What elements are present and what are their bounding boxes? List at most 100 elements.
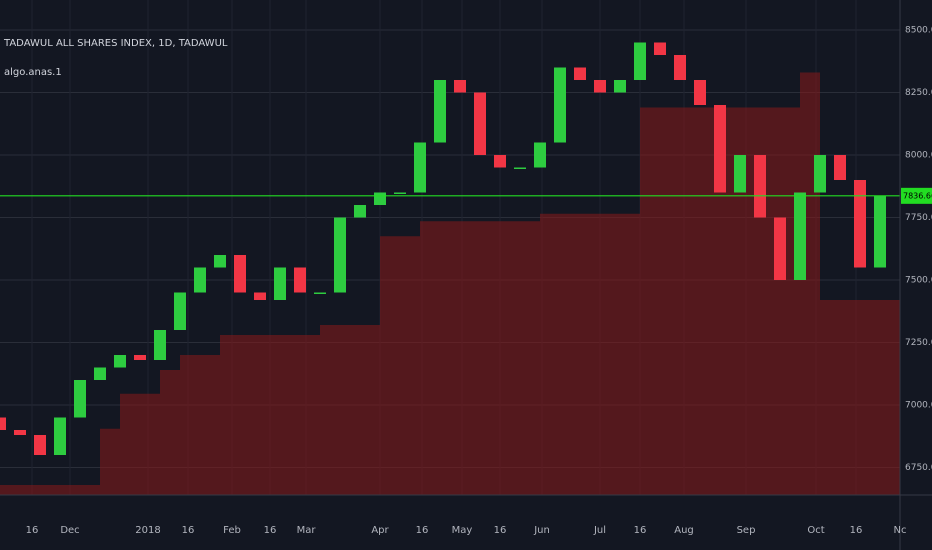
candle-body — [874, 195, 886, 268]
candle-body — [14, 430, 26, 435]
y-tick-label: 7750.000 — [905, 213, 932, 223]
support-area — [520, 221, 540, 495]
support-area — [80, 485, 100, 495]
support-area — [480, 221, 500, 495]
support-area — [500, 221, 520, 495]
candle-body — [574, 67, 586, 80]
candle-body — [34, 435, 46, 455]
candle-body — [394, 192, 406, 194]
x-tick-label: 16 — [634, 525, 647, 536]
support-area — [780, 107, 800, 495]
candle-body — [754, 155, 766, 218]
candle-body — [234, 255, 246, 293]
candle-body — [614, 80, 626, 93]
y-tick-label: 7250.000 — [905, 338, 932, 348]
candle-body — [554, 67, 566, 143]
candle-body — [154, 330, 166, 360]
x-tick-label: 16 — [182, 525, 195, 536]
x-tick-label: Jun — [533, 525, 550, 536]
support-area — [460, 221, 480, 495]
support-area — [560, 213, 580, 495]
x-tick-label: Dec — [60, 525, 79, 536]
support-area — [380, 236, 400, 495]
x-tick-label: 16 — [850, 525, 863, 536]
candle-body — [194, 267, 206, 293]
x-tick-label: May — [452, 525, 473, 536]
support-area — [240, 335, 260, 495]
candle-body — [474, 92, 486, 155]
candle-body — [454, 80, 466, 93]
x-tick-label: Oct — [807, 525, 824, 536]
support-area — [600, 213, 620, 495]
support-area — [540, 213, 560, 495]
support-area — [300, 335, 320, 495]
candle-body — [134, 355, 146, 360]
candle-body — [374, 192, 386, 205]
support-area — [800, 72, 820, 495]
support-area — [340, 325, 360, 495]
support-area — [840, 300, 860, 495]
candle-body — [354, 205, 366, 218]
candle-body — [854, 180, 866, 268]
candle-body — [94, 367, 106, 380]
candle-body — [594, 80, 606, 93]
support-area — [880, 300, 900, 495]
chart-title: TADAWUL ALL SHARES INDEX, 1D, TADAWUL — [3, 38, 228, 49]
y-tick-label: 8250.000 — [905, 88, 932, 98]
candle-body — [294, 267, 306, 293]
candle-body — [694, 80, 706, 105]
support-area — [260, 335, 280, 495]
candle-body — [534, 142, 546, 168]
support-area — [140, 393, 160, 495]
support-area — [320, 325, 340, 495]
support-area — [100, 428, 120, 495]
candle-body — [334, 217, 346, 293]
support-area — [120, 393, 140, 495]
support-area — [400, 236, 420, 495]
indicator-name: algo.anas.1 — [4, 67, 62, 78]
x-tick-label: 2018 — [135, 525, 160, 536]
candle-body — [774, 217, 786, 280]
support-area — [360, 325, 380, 495]
support-area — [20, 485, 40, 495]
support-area — [60, 485, 80, 495]
candle-body — [54, 417, 66, 455]
support-area — [820, 300, 840, 495]
x-tick-label: Jul — [593, 525, 606, 536]
candle-body — [494, 155, 506, 168]
candle-body — [734, 155, 746, 193]
x-tick-label: Feb — [223, 525, 241, 536]
support-layer — [0, 72, 900, 495]
y-tick-label: 8500.000 — [905, 26, 932, 36]
candle-body — [514, 167, 526, 169]
support-area — [180, 355, 200, 495]
x-tick-label: 16 — [264, 525, 277, 536]
candle-body — [74, 380, 86, 418]
candle-body — [174, 292, 186, 330]
candle-body — [314, 292, 326, 294]
candle-body — [254, 292, 266, 300]
support-area — [720, 107, 740, 495]
y-tick-label: 8000.000 — [905, 151, 932, 161]
support-area — [860, 300, 880, 495]
candle-body — [214, 255, 226, 268]
candle-layer — [0, 42, 900, 455]
candle-body — [654, 42, 666, 55]
support-area — [220, 335, 240, 495]
y-tick-label: 7000.000 — [905, 401, 932, 411]
support-area — [680, 107, 700, 495]
support-area — [640, 107, 660, 495]
support-area — [620, 213, 640, 495]
y-tick-label: 6750.000 — [905, 463, 932, 473]
support-area — [200, 355, 220, 495]
candle-body — [114, 355, 126, 368]
support-area — [440, 221, 460, 495]
x-tick-label: 16 — [26, 525, 39, 536]
candle-body — [434, 80, 446, 143]
x-tick-label: Apr — [371, 525, 389, 536]
last-price-label: 7836.660 — [903, 191, 932, 200]
support-area — [580, 213, 600, 495]
